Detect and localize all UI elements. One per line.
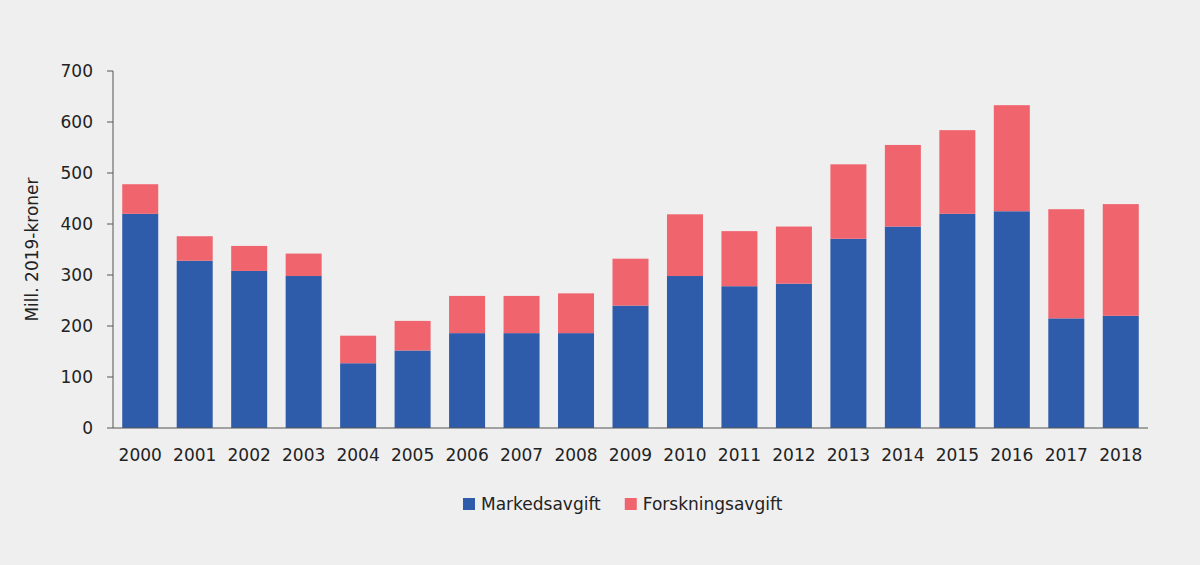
bar	[776, 227, 812, 284]
bar	[231, 271, 267, 428]
bar	[1048, 209, 1084, 318]
bar	[939, 214, 975, 428]
x-tick-label: 2002	[228, 445, 271, 465]
y-tick	[107, 71, 113, 72]
bar	[885, 227, 921, 428]
bar	[504, 333, 540, 428]
bar	[395, 321, 431, 351]
y-tick-label: 100	[61, 367, 93, 387]
bars	[122, 105, 1139, 428]
y-tick	[107, 275, 113, 276]
y-tick-label: 500	[61, 163, 93, 183]
bar	[558, 333, 594, 428]
x-tick-label: 2017	[1045, 445, 1088, 465]
x-tick-label: 2001	[173, 445, 216, 465]
y-axis-label: Mill. 2019-kroner	[22, 177, 42, 321]
x-tick-label: 2000	[119, 445, 162, 465]
bar	[340, 363, 376, 428]
x-tick-label: 2011	[718, 445, 761, 465]
x-tick-label: 2005	[391, 445, 434, 465]
bar	[830, 164, 866, 238]
x-tick-label: 2016	[990, 445, 1033, 465]
bar	[231, 246, 267, 271]
bar	[177, 261, 213, 428]
y-tick-label: 0	[82, 418, 93, 438]
bar	[122, 214, 158, 428]
y-tick-label: 200	[61, 316, 93, 336]
bar	[776, 284, 812, 428]
x-tick-label: 2013	[827, 445, 870, 465]
bar	[994, 105, 1030, 211]
bar	[558, 293, 594, 333]
bar	[1048, 318, 1084, 428]
y-tick	[107, 428, 113, 429]
bar	[667, 276, 703, 428]
x-tick-label: 2012	[772, 445, 815, 465]
legend-label: Markedsavgift	[481, 494, 601, 514]
y-tick-label: 700	[61, 61, 93, 81]
x-tick-label: 2014	[881, 445, 924, 465]
y-tick-label: 400	[61, 214, 93, 234]
bar	[122, 184, 158, 214]
y-tick	[107, 377, 113, 378]
x-tick-label: 2004	[336, 445, 379, 465]
x-tick-label: 2008	[554, 445, 597, 465]
y-tick-label: 300	[61, 265, 93, 285]
x-tick-label: 2009	[609, 445, 652, 465]
bar	[1103, 204, 1139, 316]
bar	[667, 214, 703, 276]
bar	[994, 211, 1030, 428]
bar	[504, 296, 540, 333]
bar	[939, 130, 975, 214]
y-tick-label: 600	[61, 112, 93, 132]
bar	[395, 350, 431, 428]
bar	[885, 145, 921, 227]
x-tick-label: 2007	[500, 445, 543, 465]
x-tick-label: 2006	[445, 445, 488, 465]
chart: 0 100 200 300 400 500 600 700 Mill. 2019-kroner 2…	[0, 0, 1200, 565]
bar	[449, 333, 485, 428]
bar	[286, 254, 322, 276]
y-tick	[107, 173, 113, 174]
legend-swatch	[463, 498, 475, 510]
bar	[613, 259, 649, 306]
bar	[286, 276, 322, 428]
y-tick	[107, 326, 113, 327]
bar	[449, 296, 485, 333]
bar	[830, 239, 866, 428]
y-tick	[107, 122, 113, 123]
x-tick-label: 2018	[1099, 445, 1142, 465]
x-tick-label: 2003	[282, 445, 325, 465]
bar	[721, 286, 757, 428]
y-axis	[113, 71, 114, 428]
x-tick-label: 2015	[936, 445, 979, 465]
legend: Markedsavgift Forskningsavgift	[463, 494, 783, 514]
bar	[340, 336, 376, 364]
legend-label: Forskningsavgift	[643, 494, 783, 514]
x-axis	[113, 428, 1148, 429]
x-tick-label: 2010	[663, 445, 706, 465]
bar	[613, 306, 649, 428]
bar	[721, 231, 757, 286]
bar	[1103, 316, 1139, 428]
bar	[177, 236, 213, 260]
y-tick	[107, 224, 113, 225]
legend-swatch	[625, 498, 637, 510]
